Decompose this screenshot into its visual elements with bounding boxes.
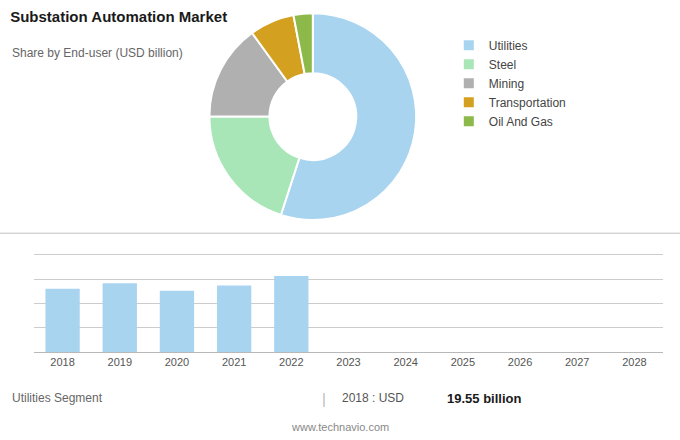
svg-text:2023: 2023 xyxy=(336,356,360,368)
svg-text:Steel: Steel xyxy=(489,58,516,72)
svg-text:2020: 2020 xyxy=(165,356,189,368)
svg-text:Share by End-user (USD billion: Share by End-user (USD billion) xyxy=(12,46,183,60)
svg-text:Transportation: Transportation xyxy=(489,96,566,110)
svg-text:2021: 2021 xyxy=(222,356,246,368)
svg-text:Utilities Segment: Utilities Segment xyxy=(12,391,103,405)
svg-text:2019: 2019 xyxy=(108,356,132,368)
svg-text:2018 : USD: 2018 : USD xyxy=(342,391,407,405)
svg-text:2028: 2028 xyxy=(622,356,646,368)
svg-text:19.55 billion: 19.55 billion xyxy=(447,391,521,406)
svg-text:Mining: Mining xyxy=(489,77,524,91)
svg-text:|: | xyxy=(322,390,326,407)
svg-text:Utilities: Utilities xyxy=(489,39,528,53)
svg-text:2027: 2027 xyxy=(565,356,589,368)
svg-text:2026: 2026 xyxy=(508,356,532,368)
svg-text:2022: 2022 xyxy=(279,356,303,368)
svg-text:Oil And Gas: Oil And Gas xyxy=(489,115,553,129)
svg-text:Substation Automation Market: Substation Automation Market xyxy=(10,8,227,25)
svg-text:2024: 2024 xyxy=(393,356,417,368)
svg-text:2018: 2018 xyxy=(50,356,74,368)
svg-text:www.technavio.com: www.technavio.com xyxy=(291,421,389,433)
svg-text:2025: 2025 xyxy=(451,356,475,368)
